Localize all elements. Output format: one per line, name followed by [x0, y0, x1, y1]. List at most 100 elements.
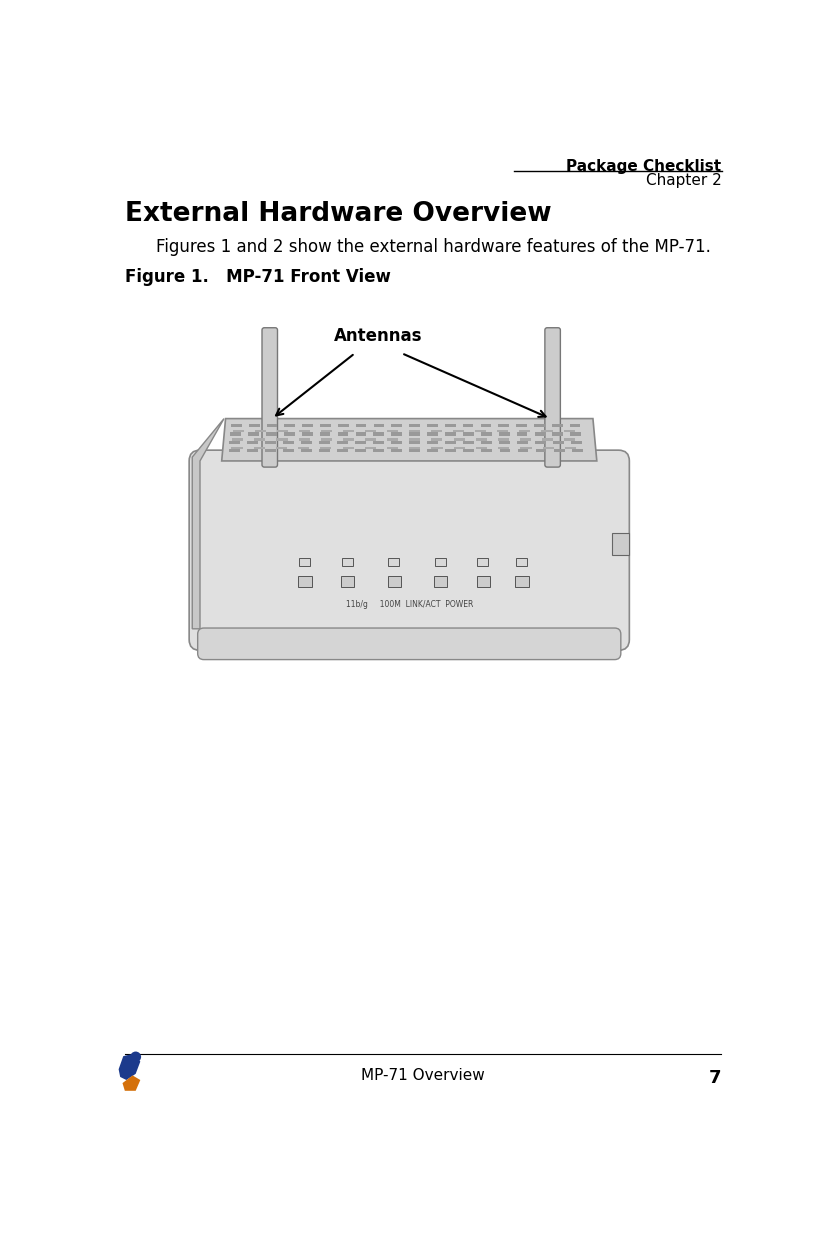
Bar — [387, 439, 398, 440]
Bar — [497, 439, 509, 440]
Bar — [520, 430, 530, 433]
Bar — [230, 433, 241, 435]
Text: Chapter 2: Chapter 2 — [646, 173, 722, 188]
Bar — [565, 446, 576, 449]
Polygon shape — [222, 419, 596, 461]
Bar — [431, 446, 442, 449]
Bar — [341, 576, 354, 587]
Bar — [464, 450, 474, 452]
Bar — [552, 424, 563, 428]
Bar — [563, 430, 574, 433]
Polygon shape — [192, 419, 224, 629]
Bar — [427, 424, 438, 428]
Bar — [409, 424, 420, 428]
Bar — [387, 430, 398, 433]
Bar — [229, 450, 239, 452]
Bar — [388, 576, 401, 587]
Bar — [254, 439, 266, 440]
Bar — [409, 433, 420, 435]
Bar — [454, 446, 464, 449]
Bar — [570, 424, 580, 428]
Bar — [276, 439, 287, 440]
Bar — [343, 430, 354, 433]
Text: Figures 1 and 2 show the external hardware features of the MP-71.: Figures 1 and 2 show the external hardwa… — [156, 237, 710, 256]
Bar — [299, 439, 309, 440]
Bar — [553, 441, 563, 444]
Bar — [248, 433, 259, 435]
Bar — [231, 446, 243, 449]
Bar — [499, 433, 510, 435]
Bar — [516, 557, 527, 566]
Bar — [266, 433, 276, 435]
Bar — [520, 439, 531, 440]
Bar — [409, 450, 420, 452]
Bar — [499, 441, 510, 444]
Text: 11b/g     100M  LINK/ACT  POWER: 11b/g 100M LINK/ACT POWER — [346, 599, 473, 608]
Bar — [475, 430, 487, 433]
Bar — [431, 439, 442, 440]
Bar — [516, 433, 527, 435]
Bar — [517, 450, 529, 452]
Polygon shape — [119, 1054, 140, 1080]
Bar — [453, 430, 464, 433]
Bar — [463, 433, 474, 435]
Bar — [541, 430, 553, 433]
Bar — [535, 433, 545, 435]
Bar — [365, 430, 376, 433]
FancyBboxPatch shape — [189, 450, 629, 650]
Bar — [356, 424, 366, 428]
Text: MP-71 Overview: MP-71 Overview — [361, 1068, 484, 1083]
Bar — [612, 533, 629, 555]
Bar — [482, 450, 493, 452]
Text: External Hardware Overview: External Hardware Overview — [125, 200, 551, 226]
Bar — [249, 424, 260, 428]
Bar — [277, 430, 288, 433]
Bar — [321, 430, 332, 433]
Bar — [454, 439, 464, 440]
Bar — [342, 557, 352, 566]
Bar — [409, 446, 421, 449]
Bar — [302, 424, 313, 428]
Bar — [500, 450, 511, 452]
Circle shape — [130, 1052, 141, 1062]
Bar — [320, 433, 331, 435]
Bar — [564, 439, 575, 440]
Bar — [480, 424, 491, 428]
Bar — [373, 441, 384, 444]
Bar — [391, 450, 402, 452]
Bar — [321, 439, 332, 440]
Bar — [409, 430, 420, 433]
Bar — [463, 441, 474, 444]
Bar — [572, 450, 582, 452]
Bar — [476, 439, 487, 440]
Bar — [535, 441, 546, 444]
Bar — [337, 441, 348, 444]
Bar — [427, 433, 438, 435]
Bar — [517, 441, 528, 444]
Bar — [284, 441, 295, 444]
Bar — [535, 450, 546, 452]
Bar — [521, 446, 531, 449]
Bar — [427, 441, 438, 444]
Bar — [373, 450, 384, 452]
FancyBboxPatch shape — [544, 328, 560, 467]
Bar — [337, 433, 348, 435]
Bar — [302, 433, 313, 435]
Text: Package Checklist: Package Checklist — [567, 159, 722, 174]
Bar — [285, 424, 295, 428]
Bar — [553, 433, 563, 435]
Bar — [276, 446, 287, 449]
Text: Figure 1.   MP-71 Front View: Figure 1. MP-71 Front View — [125, 268, 391, 287]
Bar — [534, 424, 544, 428]
Bar — [342, 446, 354, 449]
Bar — [409, 439, 420, 440]
Bar — [554, 450, 564, 452]
Bar — [319, 450, 330, 452]
FancyBboxPatch shape — [198, 628, 621, 660]
Bar — [446, 450, 456, 452]
Bar — [365, 439, 376, 440]
Bar — [320, 446, 332, 449]
Bar — [337, 450, 348, 452]
Bar — [299, 576, 312, 587]
Bar — [543, 446, 554, 449]
